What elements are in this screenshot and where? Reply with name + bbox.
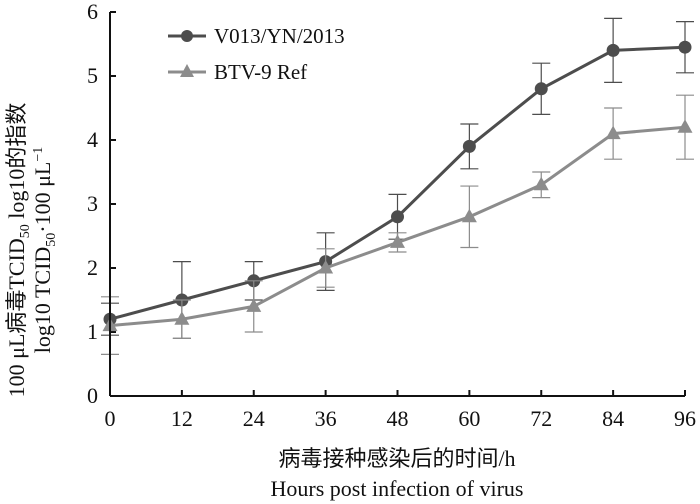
y-tick-label: 3: [87, 191, 98, 216]
y-tick-label: 1: [87, 319, 98, 344]
y-axis-title: 100 μL病毒TCID50 log10的指数 log10 TCID50·100…: [4, 103, 59, 398]
series-2: [101, 94, 694, 355]
data-point: [678, 40, 692, 54]
y-axis-ticks: 0 1 2 3 4 5 6: [87, 0, 116, 408]
data-point: [606, 43, 620, 57]
series-line: [109, 45, 686, 321]
y-tick-label: 4: [87, 127, 98, 152]
legend-label-series-2: BTV-9 Ref: [214, 60, 307, 84]
x-tick-label: 36: [315, 406, 337, 431]
series-layer: [101, 17, 694, 355]
legend-item-series-1: V013/YN/2013: [168, 24, 345, 48]
data-point: [174, 311, 190, 325]
x-tick-label: 0: [105, 406, 116, 431]
legend-item-series-2: BTV-9 Ref: [168, 60, 307, 84]
x-tick-label: 12: [171, 406, 193, 431]
x-tick-label: 96: [674, 406, 696, 431]
x-axis-title-cn: 病毒接种感染后的时间/h: [278, 446, 515, 471]
x-tick-label: 24: [243, 406, 265, 431]
y-axis-title-cn: 100 μL病毒TCID50 log10的指数: [4, 103, 33, 398]
data-point: [677, 119, 693, 133]
y-tick-label: 0: [87, 383, 98, 408]
x-tick-label: 84: [602, 406, 624, 431]
legend: V013/YN/2013 BTV-9 Ref: [168, 24, 345, 84]
y-tick-label: 6: [87, 0, 98, 24]
data-point: [534, 82, 548, 96]
y-tick-label: 2: [87, 255, 98, 280]
legend-marker-circle: [181, 30, 193, 42]
legend-marker-triangle: [180, 64, 194, 77]
y-axis-title-en: log10 TCID50·100 μL−1: [30, 147, 59, 354]
x-axis-ticks: 0 12 24 36 48 60 72 84 96: [105, 390, 696, 431]
x-axis-title-en: Hours post infection of virus: [271, 476, 524, 501]
data-point: [318, 260, 334, 274]
x-tick-label: 48: [387, 406, 409, 431]
data-point: [605, 125, 621, 140]
series-1: [101, 17, 694, 339]
legend-label-series-1: V013/YN/2013: [214, 24, 345, 48]
x-tick-label: 60: [458, 406, 480, 431]
x-tick-label: 72: [530, 406, 552, 431]
data-point: [533, 176, 549, 191]
y-tick-label: 5: [87, 63, 98, 88]
data-point: [246, 298, 262, 312]
data-point: [391, 210, 404, 224]
data-point: [390, 234, 405, 248]
data-point: [462, 139, 476, 153]
data-point: [461, 208, 477, 223]
